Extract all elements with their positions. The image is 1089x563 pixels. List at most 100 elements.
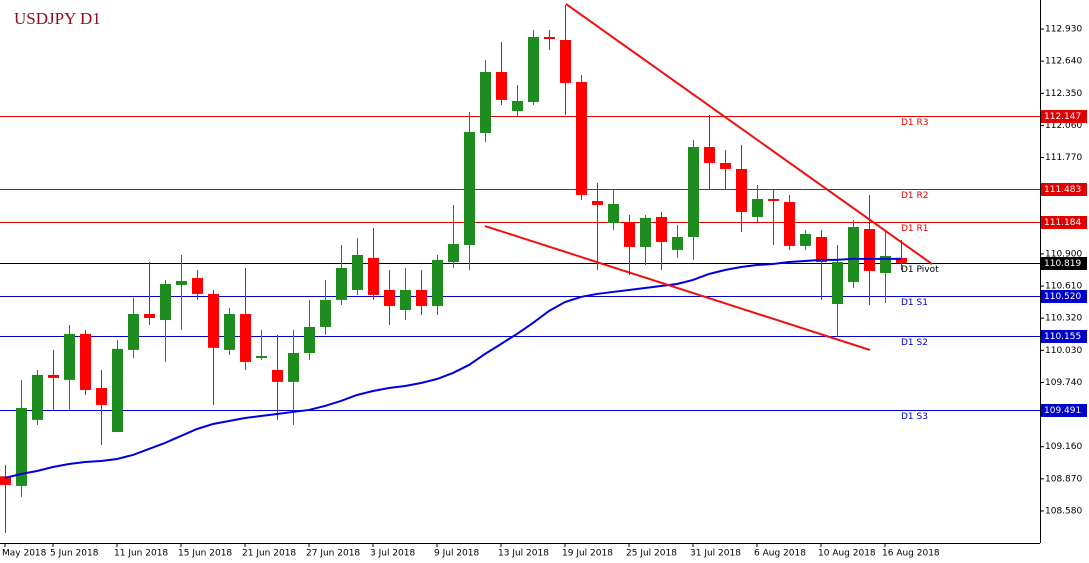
candle-body bbox=[304, 326, 315, 353]
y-tick-label: 110.610 bbox=[1045, 282, 1082, 292]
candle-body bbox=[672, 236, 683, 250]
candle-body bbox=[528, 37, 539, 103]
candle-body bbox=[512, 100, 523, 112]
candle-body bbox=[816, 236, 827, 263]
candle-body bbox=[576, 81, 587, 195]
candle-body bbox=[224, 313, 235, 350]
candle-body bbox=[640, 217, 651, 247]
y-tick-label: 108.870 bbox=[1045, 474, 1082, 484]
level-price-label: 111.483 bbox=[1044, 185, 1081, 195]
level-name: D1 R2 bbox=[901, 191, 929, 201]
candle-body bbox=[832, 262, 843, 305]
candle-body bbox=[64, 333, 75, 380]
level-price-label: 110.520 bbox=[1044, 292, 1081, 302]
candle-body bbox=[432, 259, 443, 307]
candle-body bbox=[80, 333, 91, 390]
x-tick-label: 16 Aug 2018 bbox=[882, 549, 940, 559]
candle-body bbox=[688, 147, 699, 237]
candle-body bbox=[608, 203, 619, 224]
x-tick-label: 31 Jul 2018 bbox=[690, 549, 741, 559]
candle-body bbox=[480, 72, 491, 133]
candle-body bbox=[880, 255, 891, 273]
x-tick-label: 15 Jun 2018 bbox=[178, 549, 232, 559]
y-tick-label: 112.930 bbox=[1045, 25, 1082, 35]
level-price-box bbox=[1041, 404, 1087, 417]
candle-body bbox=[288, 352, 299, 382]
level-price-box bbox=[1041, 257, 1087, 270]
candle-body bbox=[16, 407, 27, 486]
level-name: D1 S2 bbox=[901, 338, 928, 348]
candle-body bbox=[208, 293, 219, 348]
candle-body bbox=[704, 147, 715, 163]
candle-body bbox=[160, 283, 171, 320]
y-tick-label: 110.320 bbox=[1045, 314, 1082, 324]
candle-body bbox=[320, 299, 331, 327]
candle-body bbox=[256, 355, 267, 358]
x-tick-label: 11 Jun 2018 bbox=[114, 549, 168, 559]
level-price-label: 110.155 bbox=[1044, 332, 1081, 342]
candle-body bbox=[752, 198, 763, 217]
y-tick-label: 109.160 bbox=[1045, 442, 1082, 452]
x-tick-label: 13 Jul 2018 bbox=[498, 549, 549, 559]
level-name: D1 S1 bbox=[901, 298, 928, 308]
levels: D1 R3 D1 R2 D1 R1 D1 Pivot D1 S1 D1 S2 D1 S3 bbox=[0, 116, 1040, 422]
candle-body bbox=[800, 233, 811, 246]
candle-body bbox=[656, 216, 667, 242]
x-tick-label: 27 Jun 2018 bbox=[306, 549, 360, 559]
candle-body bbox=[464, 131, 475, 245]
candle-body bbox=[544, 37, 555, 39]
x-tick-label: 19 Jul 2018 bbox=[562, 549, 613, 559]
candles bbox=[0, 4, 907, 533]
candle-body bbox=[768, 198, 779, 201]
level-name: D1 R3 bbox=[901, 118, 929, 128]
level-price-label: 110.819 bbox=[1044, 259, 1081, 269]
chart-title: USDJPY D1 bbox=[14, 9, 101, 28]
candle-body bbox=[352, 254, 363, 290]
level-price-box bbox=[1041, 330, 1087, 343]
x-tick-label: 5 Jun 2018 bbox=[50, 549, 99, 559]
candle-body bbox=[336, 268, 347, 300]
candle-body bbox=[592, 200, 603, 205]
y-tick-label: 112.640 bbox=[1045, 57, 1082, 67]
y-tick-label: 112.350 bbox=[1045, 89, 1082, 99]
candle-body bbox=[272, 369, 283, 382]
candle-body bbox=[368, 257, 379, 295]
y-tick-label: 111.770 bbox=[1045, 153, 1082, 163]
x-tick-label: May 2018 bbox=[2, 549, 47, 559]
candle-body bbox=[496, 72, 507, 100]
x-tick-label: 21 Jun 2018 bbox=[242, 549, 296, 559]
candle-body bbox=[560, 39, 571, 83]
y-tick-label: 110.900 bbox=[1045, 249, 1082, 259]
candle-body bbox=[32, 374, 43, 420]
y-tick-label: 108.580 bbox=[1045, 506, 1082, 516]
candle-body bbox=[896, 257, 907, 263]
candle-body bbox=[384, 289, 395, 307]
candle-body bbox=[112, 348, 123, 432]
candle-body bbox=[0, 476, 11, 485]
candle-body bbox=[720, 162, 731, 169]
trendline bbox=[484, 225, 871, 351]
level-name: D1 S3 bbox=[901, 412, 928, 422]
candle-body bbox=[848, 227, 859, 282]
candle-body bbox=[96, 387, 107, 405]
candle-body bbox=[400, 289, 411, 311]
level-boxes: 112.147 111.483 111.184 110.819 110.520 110.1… bbox=[1041, 110, 1087, 417]
overlays bbox=[4, 3, 933, 479]
candle-body bbox=[144, 313, 155, 318]
candle-body bbox=[864, 229, 875, 272]
level-name: D1 Pivot bbox=[901, 265, 939, 275]
candle-body bbox=[784, 201, 795, 246]
trendline bbox=[565, 3, 933, 265]
level-name: D1 R1 bbox=[901, 224, 929, 234]
candle-body bbox=[736, 168, 747, 212]
candle-body bbox=[448, 243, 459, 263]
y-tick-label: 110.030 bbox=[1045, 346, 1082, 356]
level-price-box bbox=[1041, 290, 1087, 303]
candle-body bbox=[240, 313, 251, 362]
candle-body bbox=[624, 222, 635, 247]
level-price-box bbox=[1041, 183, 1087, 196]
x-tick-label: 6 Aug 2018 bbox=[754, 549, 806, 559]
x-tick-label: 9 Jul 2018 bbox=[434, 549, 479, 559]
